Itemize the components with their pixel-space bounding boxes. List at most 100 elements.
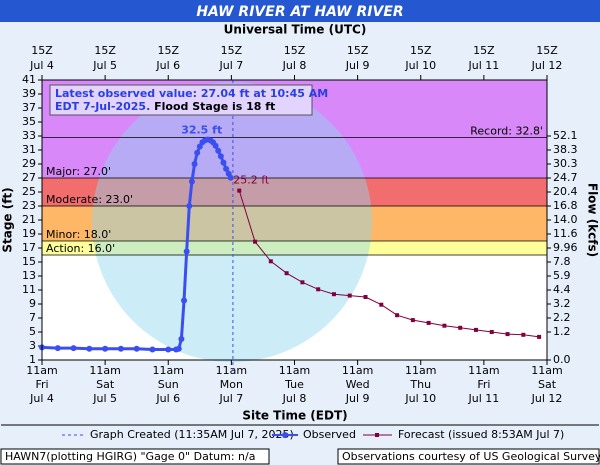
observed-point	[220, 159, 227, 166]
x-tick-day: Mon	[220, 378, 243, 391]
footer-right: Observations courtesy of US Geological S…	[342, 450, 600, 463]
x2-tick-hour: 15Z	[536, 44, 558, 57]
x2-tick-date: Jul 6	[155, 59, 180, 72]
flood-label: Moderate: 23.0'	[46, 193, 133, 206]
x-tick-day: Fri	[35, 378, 48, 391]
legend-observed-dot	[282, 432, 288, 438]
forecast-point	[268, 259, 273, 264]
x2-tick-hour: 15Z	[347, 44, 369, 57]
y2-tick-label: 2.2	[553, 311, 571, 324]
x-tick-day: Tue	[284, 378, 304, 391]
flood-label: Action: 16.0'	[46, 242, 115, 255]
observed-point	[70, 345, 77, 352]
forecast-point	[284, 271, 289, 276]
x-tick-day: Wed	[346, 378, 370, 391]
y-tick-label: 11	[22, 283, 36, 296]
x-tick-date: Jul 4	[29, 392, 54, 405]
y2-tick-label: 16.8	[553, 199, 578, 212]
observed-point	[102, 345, 109, 352]
forecast-point	[300, 280, 305, 285]
x2-tick-hour: 15Z	[410, 44, 432, 57]
x-tick-date: Jul 5	[92, 392, 117, 405]
y-tick-label: 39	[22, 87, 36, 100]
forecast-label: 25.2 ft	[233, 174, 270, 187]
observed-point	[191, 161, 198, 167]
y-tick-label: 9	[29, 297, 36, 310]
observed-point	[117, 345, 124, 352]
x-tick-day: Thu	[409, 378, 431, 391]
forecast-point	[410, 318, 415, 323]
x2-tick-hour: 15Z	[473, 44, 495, 57]
observed-point	[215, 147, 222, 154]
plot-border	[41, 79, 548, 361]
x2-tick-hour: 15Z	[31, 44, 53, 57]
x-tick-time: 11am	[153, 364, 184, 377]
y-tick-label: 41	[22, 73, 36, 86]
x2-axis-label: Universal Time (UTC)	[224, 23, 367, 37]
x2-tick-hour: 15Z	[94, 44, 116, 57]
x-tick-date: Jul 12	[531, 392, 563, 405]
flood-band	[42, 206, 547, 241]
observed-point	[183, 248, 190, 255]
peak-label: 32.5 ft	[181, 124, 222, 137]
footer-right-box	[337, 448, 600, 465]
observed-point	[175, 345, 182, 352]
observed-point	[86, 345, 93, 352]
y2-tick-label: 52.1	[553, 129, 578, 142]
forecast-point	[458, 325, 463, 330]
forecast-line	[238, 190, 540, 338]
x-tick-time: 11am	[342, 364, 373, 377]
legend-observed: Observed	[303, 428, 356, 441]
x-tick-date: Jul 11	[467, 392, 499, 405]
x-tick-time: 11am	[531, 364, 562, 377]
y2-tick-label: 30.3	[553, 157, 578, 170]
x-tick-day: Sun	[158, 378, 179, 391]
observed-point	[194, 149, 201, 156]
x2-tick-date: Jul 11	[467, 59, 499, 72]
legend-forecast-square	[375, 433, 379, 437]
info-box	[49, 84, 313, 116]
y2-tick-label: 1.2	[553, 325, 571, 338]
y2-tick-label: 38.3	[553, 143, 578, 156]
observed-point	[165, 346, 172, 353]
flood-band	[42, 178, 547, 206]
y2-tick-label: 14.0	[553, 213, 578, 226]
title-bar	[0, 0, 600, 22]
flood-label: Major: 27.0'	[46, 165, 111, 178]
y-tick-label: 33	[22, 129, 36, 142]
x2-tick-date: Jul 4	[29, 59, 54, 72]
forecast-point	[521, 332, 526, 337]
x-tick-day: Fri	[477, 378, 490, 391]
x-tick-time: 11am	[279, 364, 310, 377]
forecast-point	[347, 293, 352, 298]
y2-tick-label: 0.0	[553, 353, 571, 366]
footer-left: HAWN7(plotting HGIRG) "Gage 0" Datum: n/…	[5, 450, 255, 463]
y2-tick-label: 9.96	[553, 241, 578, 254]
flood-band	[42, 241, 547, 255]
y-tick-label: 15	[22, 255, 36, 268]
observed-point	[217, 153, 224, 160]
watermark	[92, 82, 372, 362]
observed-point	[133, 345, 140, 352]
observed-point	[223, 165, 230, 172]
record-label: Record: 32.8'	[470, 124, 543, 137]
observed-point	[181, 297, 188, 304]
forecast-point	[442, 323, 447, 328]
plot-area: Major: 27.0' Moderate: 23.0' Minor: 18.0'A…	[42, 80, 547, 362]
info-line2: EDT 7-Jul-2025. Flood Stage is 18 ft	[55, 100, 275, 113]
y-tick-label: 23	[22, 199, 36, 212]
forecast-point	[363, 295, 368, 299]
y-tick-label: 3	[29, 339, 36, 352]
x-tick-time: 11am	[468, 364, 499, 377]
forecast-point	[473, 327, 478, 332]
y-tick-label: 37	[22, 101, 36, 114]
y2-axis-label: Flow (kcfs)	[586, 183, 600, 257]
x-tick-day: Sat	[96, 378, 115, 391]
observed-point	[212, 142, 219, 149]
info-date: EDT 7-Jul-2025.	[55, 100, 150, 113]
y2-tick-label: 3.2	[553, 297, 571, 310]
y-tick-label: 29	[22, 157, 36, 170]
x-tick-date: Jul 7	[218, 392, 243, 405]
